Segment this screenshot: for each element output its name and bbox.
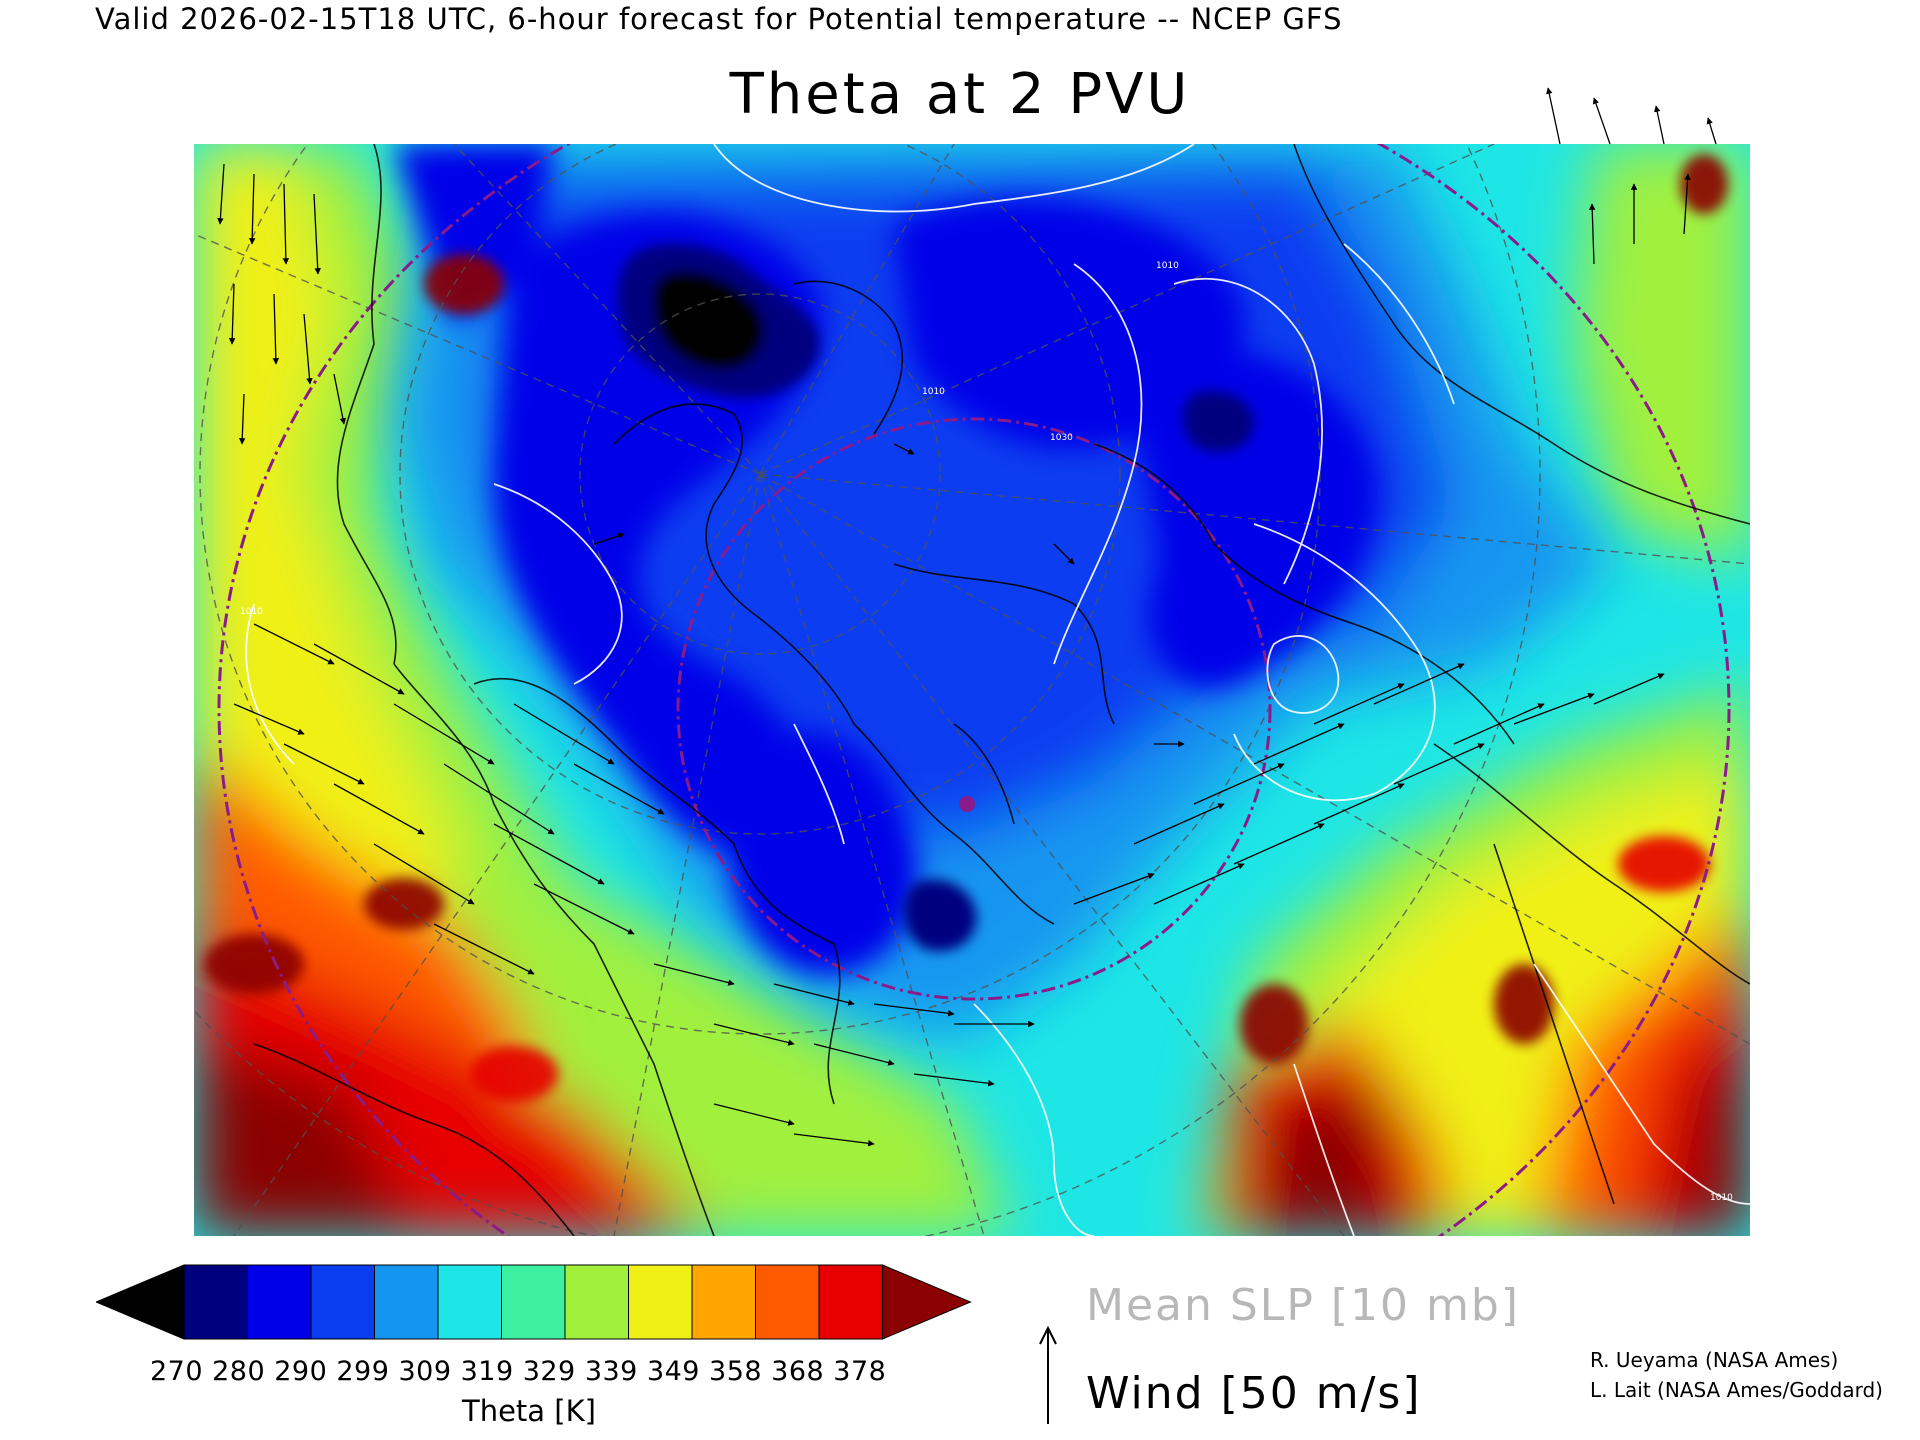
coastlines <box>253 144 1750 1236</box>
colorbar-swatch <box>183 1264 248 1340</box>
colorbar-swatch <box>628 1264 693 1340</box>
range-ring-center <box>959 796 975 812</box>
credit-line-2: L. Lait (NASA Ames/Goddard) <box>1590 1378 1883 1402</box>
theta-speckle <box>204 154 1728 1102</box>
map-grid-lines <box>194 144 1750 1236</box>
colorbar-swatch <box>310 1264 375 1340</box>
colorbar-swatch <box>818 1264 883 1340</box>
slp-contour-labels: 1010 1010 1030 1010 1010 <box>240 261 1733 1203</box>
colorbar-swatch <box>755 1264 820 1340</box>
slp-label-4: 1010 <box>240 607 263 617</box>
slp-label-3: 1030 <box>1050 433 1073 443</box>
colorbar-swatch <box>437 1264 502 1340</box>
wind-vectors <box>217 163 1691 1147</box>
colorbar-swatch <box>564 1264 629 1340</box>
slp-legend-label: Mean SLP [10 mb] <box>1086 1280 1520 1331</box>
slp-label-2: 1010 <box>922 387 945 397</box>
forecast-valid-line: Valid 2026-02-15T18 UTC, 6-hour forecast… <box>95 2 1343 36</box>
theta-colorbar <box>96 1264 972 1340</box>
map-overflow-arrows <box>1546 87 1717 145</box>
credit-line-1: R. Ueyama (NASA Ames) <box>1590 1348 1839 1372</box>
colorbar-swatch <box>691 1264 756 1340</box>
theta-deep-cold-core <box>617 243 1254 952</box>
colorbar-swatch <box>501 1264 566 1340</box>
wind-scale-arrow-icon <box>1039 1326 1057 1424</box>
map-title: Theta at 2 PVU <box>729 62 1191 127</box>
colorbar-tick-labels: 270 280 290 299 309 319 329 339 349 358 … <box>150 1356 887 1387</box>
theta-map: 1010 1010 1030 1010 1010 <box>194 144 1750 1236</box>
wind-legend-label: Wind [50 m/s] <box>1086 1368 1422 1419</box>
slp-contours <box>245 144 1750 1236</box>
colorbar-over-triangle <box>882 1264 972 1340</box>
colorbar-swatch <box>374 1264 439 1340</box>
range-rings <box>217 144 1731 1236</box>
slp-label-5: 1010 <box>1710 1193 1733 1203</box>
colorbar-swatch <box>247 1264 312 1340</box>
slp-label-1: 1010 <box>1156 261 1179 271</box>
colorbar-title: Theta [K] <box>462 1394 596 1428</box>
colorbar-under-triangle <box>96 1264 185 1340</box>
